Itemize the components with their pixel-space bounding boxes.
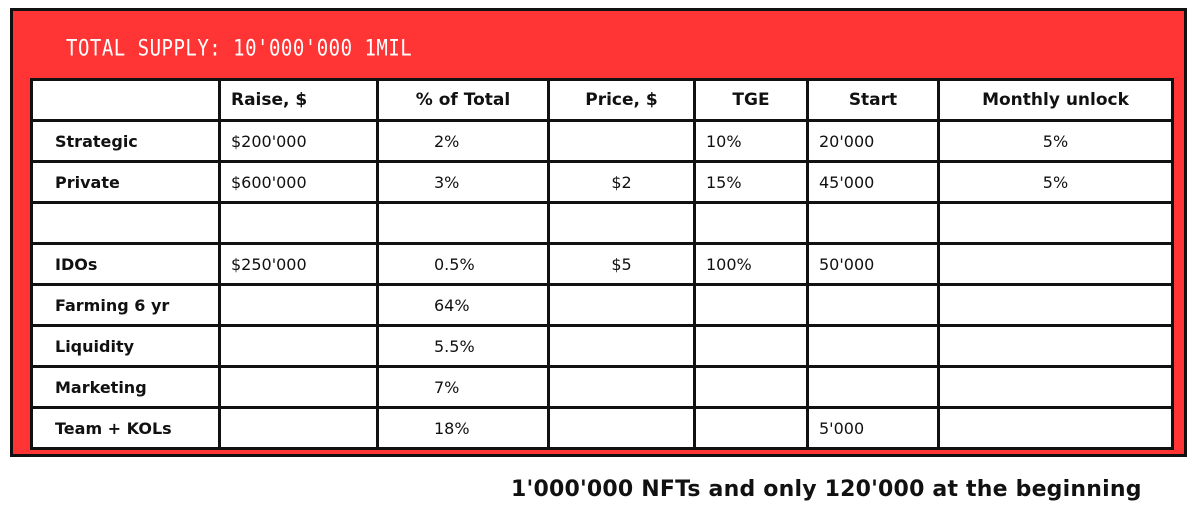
cell-raise <box>218 324 379 368</box>
cell-monthly <box>937 324 1174 368</box>
cell-start <box>806 324 940 368</box>
row-label: Private <box>30 160 221 204</box>
cell-raise <box>218 201 379 245</box>
total-supply-label: TOTAL SUPPLY: 10'000'000 1MIL <box>66 36 413 62</box>
cell-monthly <box>937 406 1174 450</box>
cell-raise <box>218 283 379 327</box>
cell-raise: $200'000 <box>218 119 379 163</box>
cell-monthly: 5% <box>937 119 1174 163</box>
cell-raise <box>218 365 379 409</box>
cell-price <box>547 283 696 327</box>
cell-percent: 2% <box>376 119 550 163</box>
cell-tge <box>693 283 809 327</box>
header-raise: Raise, $ <box>218 78 379 122</box>
cell-percent: 7% <box>376 365 550 409</box>
header-tge: TGE <box>693 78 809 122</box>
cell-tge: 15% <box>693 160 809 204</box>
header-cell-empty <box>30 78 221 122</box>
cell-start <box>806 365 940 409</box>
cell-raise: $250'000 <box>218 242 379 286</box>
row-label: Team + KOLs <box>30 406 221 450</box>
row-label <box>30 201 221 245</box>
cell-monthly <box>937 365 1174 409</box>
cell-monthly: 5% <box>937 160 1174 204</box>
table-header-row: Raise, $ % of Total Price, $ TGE Start M… <box>30 78 1174 122</box>
nft-supply-note: 1'000'000 NFTs and only 120'000 at the b… <box>511 477 1142 502</box>
header-monthly-unlock: Monthly unlock <box>937 78 1174 122</box>
cell-tge: 10% <box>693 119 809 163</box>
cell-price <box>547 365 696 409</box>
cell-start: 5'000 <box>806 406 940 450</box>
cell-price <box>547 201 696 245</box>
cell-start: 20'000 <box>806 119 940 163</box>
cell-monthly <box>937 201 1174 245</box>
table-row: Strategic $200'000 2% 10% 20'000 5% <box>30 119 1174 163</box>
table-row: Marketing 7% <box>30 365 1174 409</box>
cell-monthly <box>937 242 1174 286</box>
table-row: Team + KOLs 18% 5'000 <box>30 406 1174 450</box>
cell-start <box>806 283 940 327</box>
cell-tge: 100% <box>693 242 809 286</box>
cell-percent: 3% <box>376 160 550 204</box>
cell-price <box>547 119 696 163</box>
cell-start <box>806 201 940 245</box>
cell-price: $5 <box>547 242 696 286</box>
header-start: Start <box>806 78 940 122</box>
header-price: Price, $ <box>547 78 696 122</box>
table-row: Farming 6 yr 64% <box>30 283 1174 327</box>
tokenomics-table: Raise, $ % of Total Price, $ TGE Start M… <box>30 78 1174 450</box>
table-row: Liquidity 5.5% <box>30 324 1174 368</box>
cell-start: 45'000 <box>806 160 940 204</box>
table-row: IDOs $250'000 0.5% $5 100% 50'000 <box>30 242 1174 286</box>
cell-percent: 18% <box>376 406 550 450</box>
cell-price <box>547 406 696 450</box>
row-label: Liquidity <box>30 324 221 368</box>
table-row: Private $600'000 3% $2 15% 45'000 5% <box>30 160 1174 204</box>
cell-percent: 0.5% <box>376 242 550 286</box>
row-label: IDOs <box>30 242 221 286</box>
row-label: Marketing <box>30 365 221 409</box>
cell-percent: 64% <box>376 283 550 327</box>
cell-price: $2 <box>547 160 696 204</box>
cell-price <box>547 324 696 368</box>
cell-tge <box>693 324 809 368</box>
row-label: Strategic <box>30 119 221 163</box>
cell-percent <box>376 201 550 245</box>
cell-raise <box>218 406 379 450</box>
cell-start: 50'000 <box>806 242 940 286</box>
cell-tge <box>693 365 809 409</box>
table-row <box>30 201 1174 245</box>
cell-tge <box>693 201 809 245</box>
cell-percent: 5.5% <box>376 324 550 368</box>
cell-monthly <box>937 283 1174 327</box>
row-label: Farming 6 yr <box>30 283 221 327</box>
cell-tge <box>693 406 809 450</box>
header-percent-total: % of Total <box>376 78 550 122</box>
cell-raise: $600'000 <box>218 160 379 204</box>
tokenomics-panel: TOTAL SUPPLY: 10'000'000 1MIL Raise, $ %… <box>10 8 1187 457</box>
